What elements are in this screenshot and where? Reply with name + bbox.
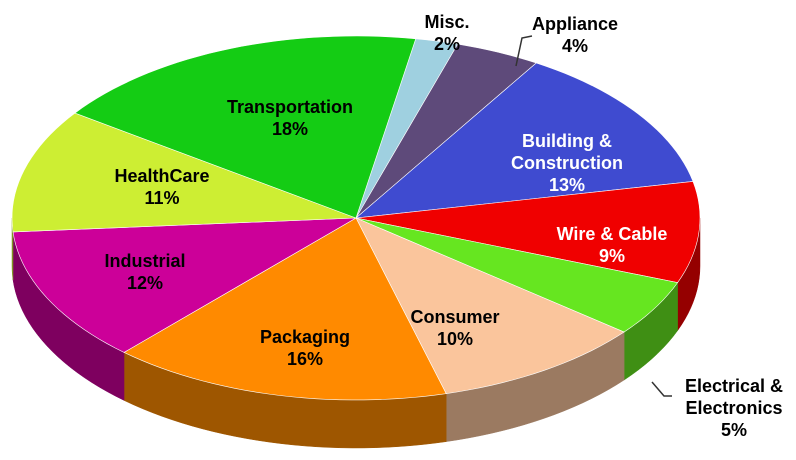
slice-name: Misc. xyxy=(424,12,470,32)
slice-name: HealthCare xyxy=(114,166,210,186)
slice-label: Appliance 4% xyxy=(525,13,625,57)
slice-name: Transportation xyxy=(226,97,353,117)
slice-label: Electrical & Electronics 5% xyxy=(669,375,796,441)
leader-line xyxy=(651,381,672,397)
slice-value: 2% xyxy=(433,34,460,54)
slice-label: Industrial 12% xyxy=(85,250,205,294)
slice-value: 13% xyxy=(548,175,586,195)
slice-value: 10% xyxy=(436,329,474,349)
slice-label: Wire & Cable 9% xyxy=(542,223,682,267)
slice-label: Building & Construction 13% xyxy=(497,130,637,196)
slice-name: Consumer xyxy=(410,307,500,327)
slice-name: Electrical & Electronics xyxy=(684,376,784,418)
slice xyxy=(355,43,537,219)
slice-name: Appliance xyxy=(531,14,619,34)
slice xyxy=(355,217,625,394)
slice xyxy=(123,217,447,401)
slice-value: 9% xyxy=(598,246,625,266)
slice-value: 11% xyxy=(144,188,180,208)
slice xyxy=(355,181,701,283)
slice xyxy=(74,35,417,219)
slice-value: 4% xyxy=(561,36,588,56)
slice-label: Misc. 2% xyxy=(407,11,487,55)
slice-label: Packaging 16% xyxy=(245,326,365,370)
slice-name: Industrial xyxy=(104,251,186,271)
slice-name: Wire & Cable xyxy=(556,224,668,244)
slice-name: Building & Construction xyxy=(511,131,623,173)
slice xyxy=(355,217,679,333)
slice xyxy=(12,217,357,353)
slice-label: HealthCare 11% xyxy=(102,165,222,209)
slice-label: Consumer 10% xyxy=(395,306,515,350)
slice-value: 18% xyxy=(271,119,309,139)
leader-line xyxy=(515,35,533,67)
slice xyxy=(355,62,694,219)
slice xyxy=(11,112,357,233)
slice-value: 5% xyxy=(720,420,747,440)
slice-label: Transportation 18% xyxy=(215,96,365,140)
slice-value: 16% xyxy=(286,349,324,369)
slice-name: Packaging xyxy=(259,327,351,347)
slice-value: 12% xyxy=(126,273,164,293)
